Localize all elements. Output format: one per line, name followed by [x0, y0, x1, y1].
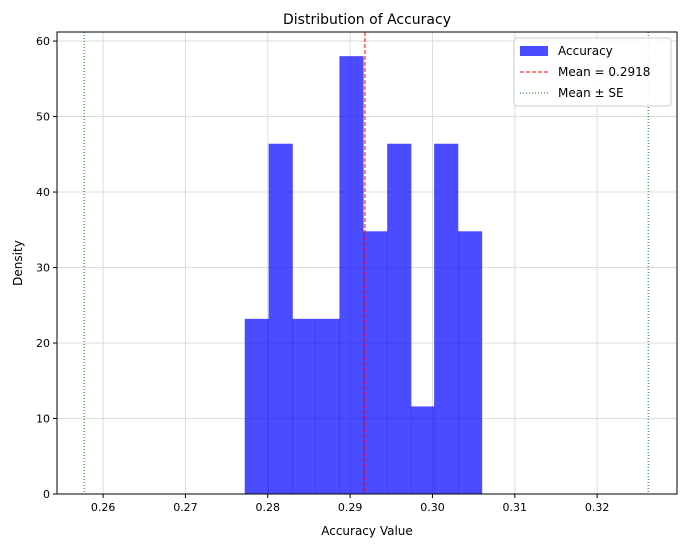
- y-tick-label: 60: [36, 35, 50, 48]
- bars: [244, 56, 483, 495]
- histogram-bar: [457, 231, 483, 494]
- y-axis-label: Density: [11, 240, 25, 286]
- histogram-bar: [315, 318, 340, 494]
- x-tick-label: 0.26: [91, 501, 116, 514]
- y-tick-label: 0: [43, 488, 50, 501]
- x-tick-label: 0.30: [420, 501, 445, 514]
- plot-frame: [56, 31, 678, 495]
- legend-patch-accuracy: [520, 46, 548, 56]
- axis-ticks: 0.26 0.27 0.28 0.29 0.30 0.31 0.32 0 10 20 30 40 50 6…: [36, 35, 609, 514]
- legend-box: [513, 37, 672, 107]
- x-axis-label: Accuracy Value: [321, 524, 413, 538]
- x-tick-label: 0.31: [503, 501, 528, 514]
- legend-label: Accuracy: [558, 44, 613, 58]
- chart-title: Distribution of Accuracy: [283, 12, 451, 28]
- x-tick-label: 0.27: [173, 501, 198, 514]
- histogram-bar: [268, 143, 293, 494]
- histogram-bar: [363, 231, 388, 494]
- legend: Accuracy Mean = 0.2918 Mean ± SE: [513, 37, 672, 107]
- x-tick-label: 0.28: [256, 501, 281, 514]
- histogram-bar: [411, 406, 435, 494]
- histogram-bar: [434, 143, 459, 494]
- histogram-bar: [292, 318, 316, 494]
- histogram-bar: [244, 318, 269, 494]
- y-tick-label: 30: [36, 262, 50, 275]
- y-tick-label: 40: [36, 186, 50, 199]
- y-tick-label: 20: [36, 337, 50, 350]
- legend-label: Mean = 0.2918: [558, 65, 650, 79]
- y-tick-label: 50: [36, 111, 50, 124]
- histogram-bar: [387, 143, 412, 494]
- histogram-bar: [339, 56, 364, 495]
- reference-lines: [83, 32, 649, 494]
- legend-label: Mean ± SE: [558, 86, 624, 100]
- y-tick-label: 10: [36, 413, 50, 426]
- x-tick-label: 0.29: [338, 501, 363, 514]
- x-tick-label: 0.32: [585, 501, 610, 514]
